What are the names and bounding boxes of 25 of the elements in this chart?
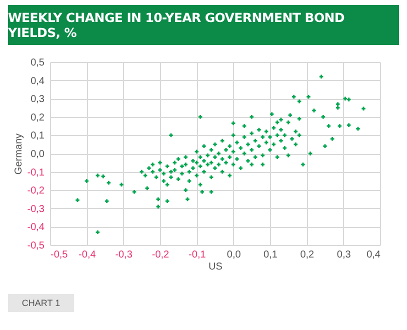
- x-tick-label: 0,1: [264, 250, 278, 260]
- x-tick-label: -0,1: [188, 250, 206, 260]
- y-tick-label: 0,5: [30, 58, 45, 68]
- y-tick-label: -0,1: [27, 167, 45, 178]
- y-tick-label: 0,1: [30, 130, 45, 142]
- x-tick-label: 0,4: [366, 250, 381, 260]
- x-tick-label: 0,0: [226, 250, 242, 260]
- y-tick-label: 0,4: [30, 76, 45, 87]
- y-tick-label: 0,2: [30, 112, 45, 124]
- y-tick-label: 0,3: [30, 94, 45, 106]
- x-tick-label: 0,3: [336, 250, 352, 260]
- x-tick-label: -0,3: [115, 250, 133, 260]
- x-axis-title: US: [208, 262, 223, 272]
- x-tick-label: -0,2: [152, 250, 170, 260]
- y-tick-label: -0,3: [27, 204, 45, 215]
- chart-title: WEEKLY CHANGE IN 10-YEAR GOVERNMENT BOND YIELDS, %: [8, 5, 399, 45]
- y-axis-title: Germany: [13, 133, 24, 175]
- x-tick-label: -0,4: [78, 250, 96, 260]
- y-tick-label: 0,0: [30, 149, 45, 160]
- x-tick-label: 0,2: [300, 250, 315, 260]
- y-tick-label: -0,2: [27, 186, 45, 197]
- y-tick-label: -0,4: [27, 222, 45, 234]
- caption: CHART 1: [8, 294, 74, 312]
- x-tick-label: -0,5: [50, 250, 68, 260]
- y-tick-label: -0,5: [27, 240, 45, 252]
